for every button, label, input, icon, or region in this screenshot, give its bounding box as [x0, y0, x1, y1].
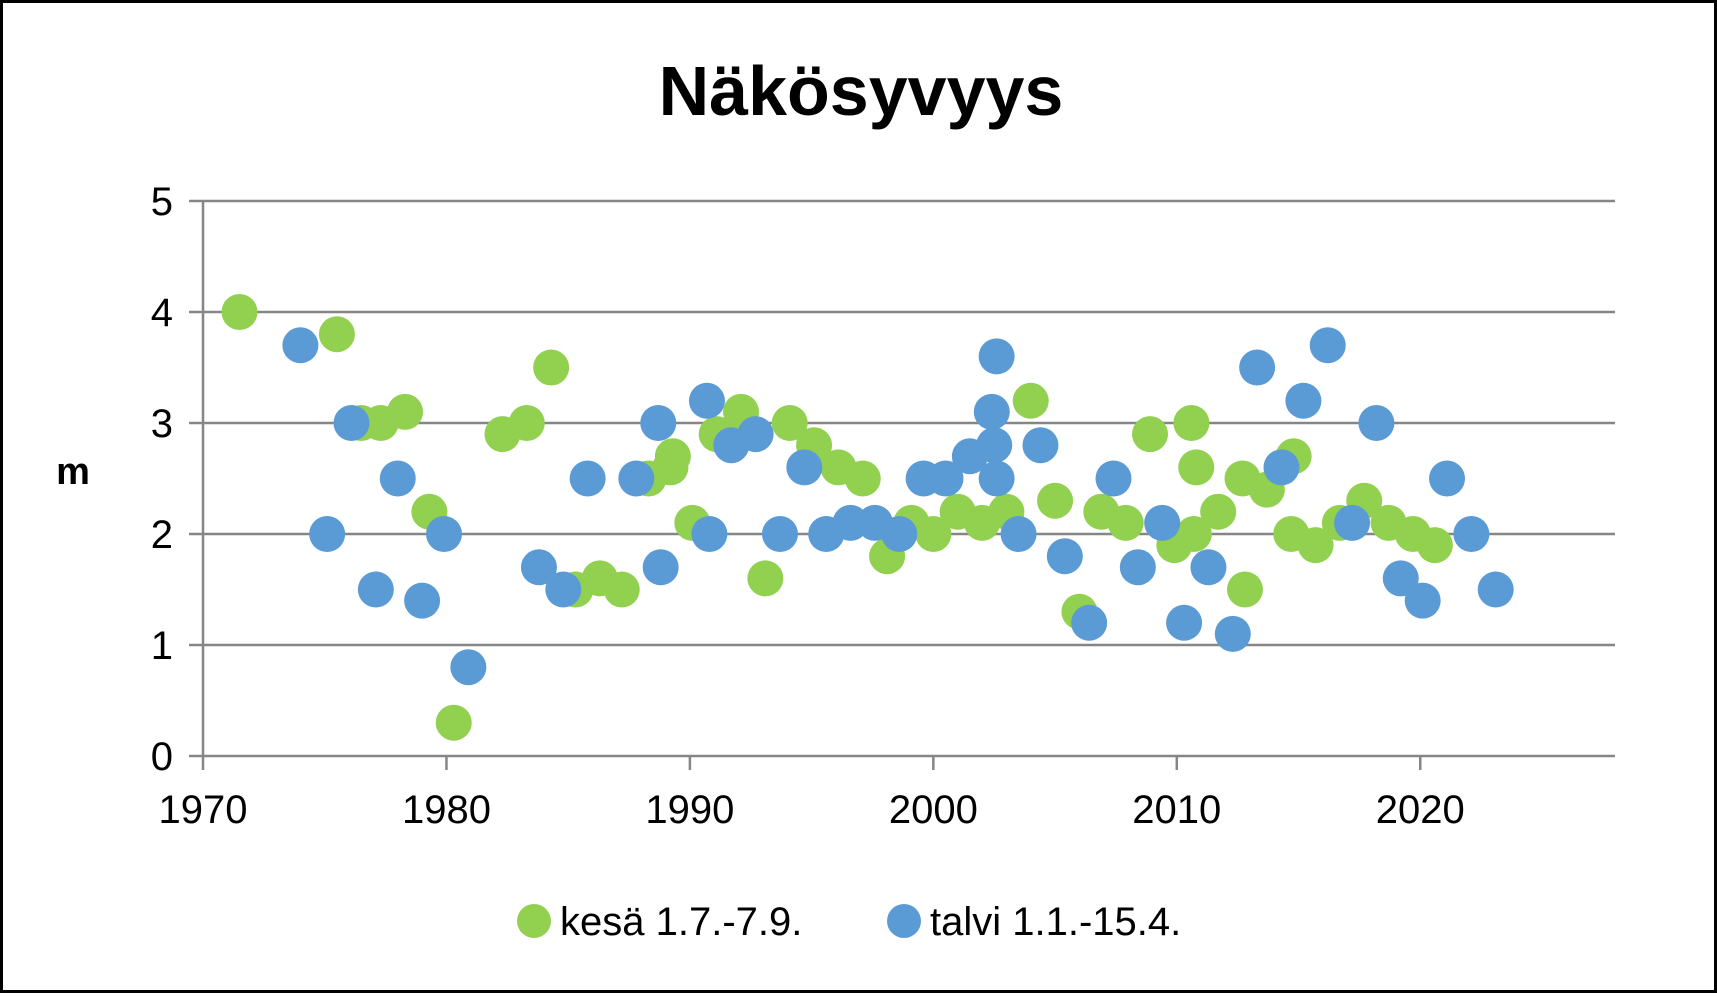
data-point [450, 649, 487, 686]
data-point [569, 460, 606, 497]
y-tick-label: 5 [151, 180, 173, 224]
data-point [435, 704, 472, 741]
data-point [978, 460, 1015, 497]
legend-label: kesä 1.7.-7.9. [560, 900, 802, 944]
x-tick-label: 2010 [1132, 788, 1221, 832]
data-point [1239, 349, 1276, 386]
data-point [1309, 327, 1346, 364]
data-point [737, 416, 774, 453]
data-point [1214, 615, 1251, 652]
legend-label: talvi 1.1.-15.4. [930, 900, 1181, 944]
y-tick-label: 0 [151, 735, 173, 779]
data-point [221, 294, 258, 330]
data-point [1046, 538, 1083, 575]
data-point [786, 449, 823, 486]
data-point [1200, 493, 1237, 530]
series-winter [282, 327, 1514, 686]
data-point [603, 571, 640, 608]
data-point [404, 582, 441, 619]
data-point [1166, 604, 1203, 641]
data-point [1263, 449, 1300, 486]
data-point [881, 516, 918, 552]
data-point [691, 516, 728, 552]
data-point [1144, 504, 1181, 541]
data-point [1022, 427, 1059, 464]
data-point [1119, 549, 1156, 586]
y-axis-label: m [56, 451, 90, 493]
data-point [545, 571, 582, 608]
data-point [333, 405, 370, 441]
data-point [1297, 527, 1334, 564]
data-point [1175, 516, 1212, 552]
data-point [1404, 582, 1441, 619]
data-point [1095, 460, 1132, 497]
data-point [927, 460, 964, 497]
data-point [1382, 560, 1419, 597]
data-point [844, 460, 881, 497]
data-point [1012, 382, 1049, 419]
data-point [309, 516, 346, 552]
data-point [1453, 516, 1490, 552]
data-point [978, 338, 1015, 375]
data-point [747, 560, 784, 597]
data-point [1285, 382, 1322, 419]
data-point [520, 549, 557, 586]
data-point [387, 393, 424, 430]
legend-marker [517, 904, 551, 938]
data-point [318, 316, 355, 353]
x-tick-labels: 1970 1980 1990 2000 2010 2020 [159, 788, 1465, 832]
x-tick-label: 1970 [159, 788, 248, 832]
data-point [426, 516, 463, 552]
data-point [761, 516, 798, 552]
data-point [1358, 405, 1395, 441]
data-point [1477, 571, 1514, 608]
data-point [508, 405, 545, 441]
y-tick-label: 3 [151, 402, 173, 446]
y-tick-label: 1 [151, 624, 173, 668]
data-point [282, 327, 319, 364]
data-point [915, 516, 952, 552]
y-tick-label: 4 [151, 291, 173, 335]
data-point [654, 438, 691, 475]
data-points [221, 294, 1514, 741]
axes [189, 199, 1615, 770]
scatter-chart: Näkösyvyys m 0 1 2 3 4 5 1970 1980 1990 2000 2010… [56, 52, 1615, 944]
legend: kesä 1.7.-7.9. talvi 1.1.-15.4. [517, 900, 1181, 944]
data-point [1178, 449, 1215, 486]
data-point [1000, 516, 1037, 552]
data-point [1173, 405, 1210, 441]
data-point [533, 349, 570, 386]
data-point [1416, 527, 1453, 564]
chart-title: Näkösyvyys [659, 52, 1064, 130]
data-point [1429, 460, 1466, 497]
y-tick-labels: 0 1 2 3 4 5 [151, 180, 173, 779]
data-point [1071, 604, 1108, 641]
data-point [1107, 504, 1144, 541]
data-point [1132, 416, 1169, 453]
x-tick-label: 1980 [402, 788, 491, 832]
data-point [379, 460, 416, 497]
data-point [1334, 504, 1371, 541]
x-tick-label: 2000 [889, 788, 978, 832]
y-tick-label: 2 [151, 513, 173, 557]
data-point [640, 405, 677, 441]
data-point [1226, 571, 1263, 608]
legend-marker [887, 904, 921, 938]
data-point [688, 382, 725, 419]
x-tick-label: 2020 [1376, 788, 1465, 832]
x-tick-label: 1990 [645, 788, 734, 832]
data-point [973, 393, 1010, 430]
data-point [618, 460, 655, 497]
data-point [1037, 482, 1074, 519]
data-point [976, 427, 1013, 464]
data-point [1190, 549, 1227, 586]
data-point [771, 405, 808, 441]
data-point [642, 549, 679, 586]
data-point [357, 571, 394, 608]
